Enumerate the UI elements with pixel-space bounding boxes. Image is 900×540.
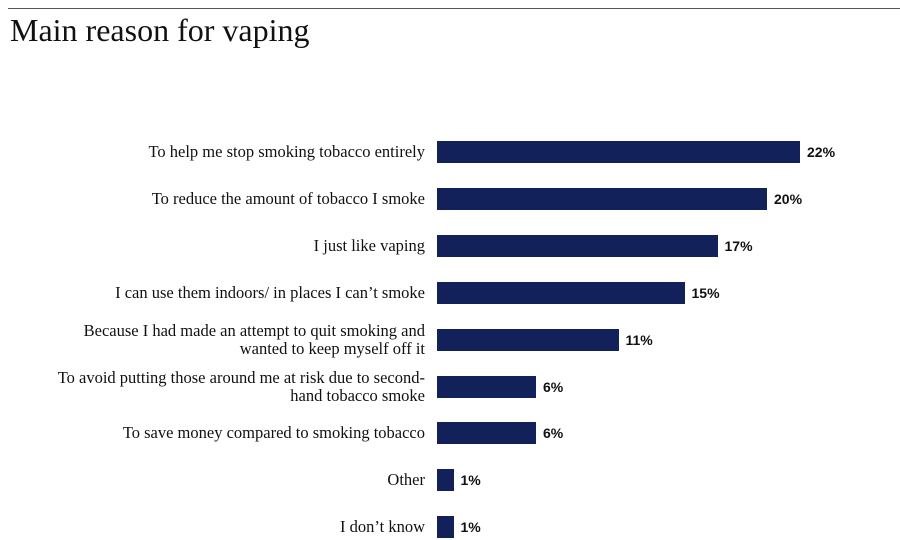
value-label: 17% bbox=[724, 237, 753, 254]
bar bbox=[437, 187, 767, 210]
bar bbox=[437, 328, 619, 351]
category-label: Other bbox=[387, 470, 425, 490]
bar bbox=[437, 422, 536, 445]
bar bbox=[437, 375, 536, 398]
bar bbox=[437, 141, 800, 163]
bar bbox=[437, 281, 685, 304]
value-label: 1% bbox=[460, 472, 481, 489]
category-label: I don’t know bbox=[340, 517, 425, 537]
value-label: 6% bbox=[543, 378, 564, 395]
value-label: 20% bbox=[774, 190, 803, 207]
category-label: Because I had made an attempt to quit sm… bbox=[83, 320, 425, 358]
value-label: 6% bbox=[543, 425, 564, 442]
value-label: 22% bbox=[807, 144, 836, 160]
value-label: 1% bbox=[460, 519, 481, 536]
category-label: To help me stop smoking tobacco entirely bbox=[148, 142, 425, 161]
category-label: To save money compared to smoking tobacc… bbox=[122, 423, 425, 443]
value-label: 15% bbox=[691, 284, 720, 301]
category-label: I just like vaping bbox=[313, 235, 425, 255]
bar bbox=[437, 234, 718, 257]
top-rule bbox=[8, 8, 900, 9]
bar bbox=[437, 469, 454, 492]
value-label: 11% bbox=[625, 331, 653, 348]
category-label: To reduce the amount of tobacco I smoke bbox=[151, 188, 425, 208]
chart-title: Main reason for vaping bbox=[10, 12, 310, 48]
bar bbox=[437, 516, 454, 539]
category-label: To avoid putting those around me at risk… bbox=[57, 367, 425, 405]
category-label: I can use them indoors/ in places I can’… bbox=[115, 282, 425, 302]
